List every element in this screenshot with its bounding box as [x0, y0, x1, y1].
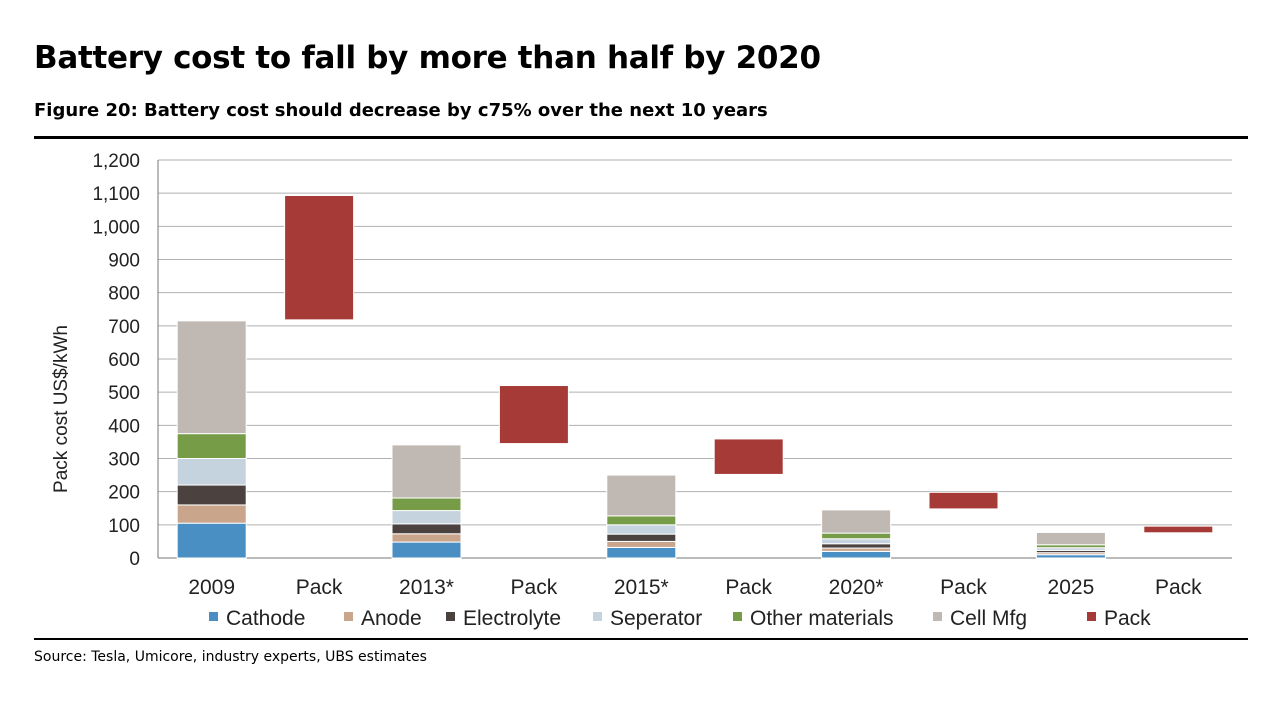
y-tick-label: 400	[108, 416, 140, 437]
legend-label: Electrolyte	[463, 607, 561, 630]
bar-segment-cell-mfg	[391, 444, 462, 499]
legend-swatch	[446, 612, 455, 621]
legend: Cathode Anode Electrolyte Seperator Other ma…	[209, 607, 1151, 630]
bar-segment-pack	[713, 438, 784, 475]
bar-segment-cathode	[606, 546, 677, 559]
bar-segment-pack	[928, 491, 999, 510]
bar-segment-cathode	[821, 550, 892, 559]
legend-label: Cathode	[226, 607, 305, 630]
x-tick-label: Pack	[296, 576, 343, 599]
bar-segment-seperator	[821, 538, 892, 545]
bar-segment-other-materials	[821, 532, 892, 540]
y-tick-label: 600	[108, 350, 140, 371]
bar-segment-electrolyte	[821, 543, 892, 549]
bar-segment-cell-mfg	[1035, 531, 1106, 546]
figure-title: Figure 20: Battery cost should decrease …	[34, 100, 768, 121]
chart-heading: Battery cost to fall by more than half b…	[34, 40, 821, 76]
y-tick-label: 0	[129, 549, 140, 570]
y-tick-label: 1,200	[92, 151, 140, 172]
x-tick-label: Pack	[725, 576, 772, 599]
y-tick-label: 500	[108, 383, 140, 404]
y-tick-label: 100	[108, 516, 140, 537]
bar-segment-anode	[391, 533, 462, 543]
bar-segment-cell-mfg	[176, 320, 247, 435]
x-tick-label: 2013*	[399, 576, 454, 599]
y-tick-label: 200	[108, 483, 140, 504]
legend-label: Pack	[1104, 607, 1151, 630]
legend-label: Other materials	[750, 607, 894, 630]
legend-swatch	[593, 612, 602, 621]
bar-segment-cell-mfg	[606, 474, 677, 517]
bar-segment-cell-mfg	[821, 509, 892, 534]
top-rule	[34, 136, 1248, 139]
bars	[176, 194, 1214, 559]
bar-segment-anode	[176, 504, 247, 524]
grid-lines	[157, 159, 1232, 559]
y-tick-label: 300	[108, 450, 140, 471]
bar-segment-cathode	[176, 522, 247, 559]
bar-segment-other-materials	[391, 497, 462, 512]
legend-swatch	[1087, 612, 1096, 621]
bar-segment-anode	[606, 540, 677, 548]
y-axis-ticks: 0 100 200 300 400 500 600 700 800 900 1,000 1,100 1,…	[92, 151, 140, 570]
bar-segment-cathode	[391, 541, 462, 559]
bottom-rule	[34, 638, 1248, 640]
legend-label: Cell Mfg	[950, 607, 1027, 630]
bar-segment-pack	[1143, 525, 1214, 534]
x-tick-label: Pack	[940, 576, 987, 599]
x-tick-label: 2015*	[614, 576, 669, 599]
y-tick-label: 700	[108, 317, 140, 338]
chart-svg: 0 100 200 300 400 500 600 700 800 900 1,000 1,100 1,…	[51, 151, 1232, 630]
bar-segment-seperator	[176, 458, 247, 486]
source-note: Source: Tesla, Umicore, industry experts…	[34, 649, 427, 665]
bar-segment-electrolyte	[176, 484, 247, 506]
y-axis-title: Pack cost US$/kWh	[51, 325, 72, 493]
x-tick-label: 2025	[1048, 576, 1095, 599]
x-tick-label: 2020*	[829, 576, 884, 599]
bar-segment-electrolyte	[606, 533, 677, 542]
y-tick-label: 900	[108, 251, 140, 272]
x-tick-label: 2009	[188, 576, 235, 599]
bar-segment-seperator	[606, 524, 677, 535]
legend-swatch	[344, 612, 353, 621]
legend-swatch	[209, 612, 218, 621]
bar-segment-pack	[498, 385, 569, 445]
x-tick-label: Pack	[1155, 576, 1202, 599]
y-tick-label: 1,000	[92, 217, 140, 238]
x-tick-label: Pack	[511, 576, 558, 599]
legend-label: Seperator	[610, 607, 702, 630]
bar-segment-other-materials	[176, 433, 247, 459]
legend-swatch	[933, 612, 942, 621]
x-axis-ticks: 2009 Pack 2013* Pack 2015* Pack 2020* Pack 2025 P…	[188, 576, 1202, 599]
bar-segment-electrolyte	[391, 523, 462, 535]
y-tick-label: 1,100	[92, 184, 140, 205]
legend-swatch	[733, 612, 742, 621]
bar-segment-other-materials	[606, 515, 677, 526]
bar-segment-pack	[284, 194, 355, 321]
bar-segment-seperator	[391, 510, 462, 525]
legend-label: Anode	[361, 607, 422, 630]
y-tick-label: 800	[108, 284, 140, 305]
